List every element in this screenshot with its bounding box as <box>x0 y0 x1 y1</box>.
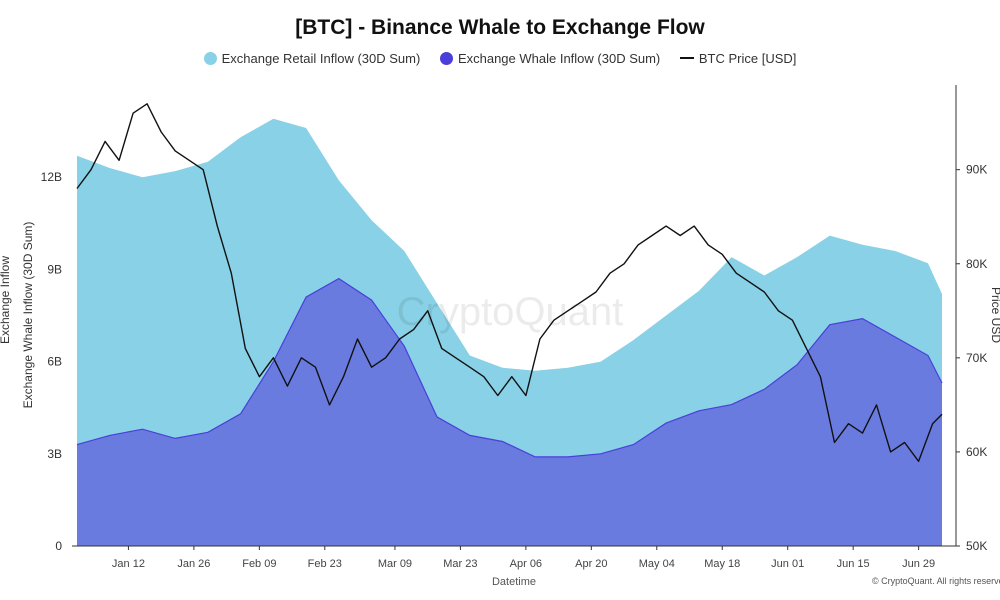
copyright-notice: © CryptoQuant. All rights reserved <box>872 576 1000 586</box>
y-right-tick-label-4: 90K <box>966 163 987 177</box>
legend-swatch-price <box>679 57 694 60</box>
x-tick-label-7: Apr 20 <box>575 558 607 570</box>
x-tick-label-2: Feb 09 <box>242 558 276 570</box>
y-left-tick-label-0: 0 <box>55 539 62 553</box>
left-axis-ticks: 0 3B 6B 9B 12B <box>41 170 63 553</box>
y-left-tick-label-1: 3B <box>47 447 62 461</box>
area-whale-inflow <box>77 278 942 546</box>
y-left-tick-label-2: 6B <box>47 355 62 369</box>
line-btc-price <box>76 103 943 462</box>
x-axis-label: Datetime <box>492 576 536 588</box>
x-tick-label-0: Jan 12 <box>112 558 145 570</box>
y-axis-label-left-outer: Exchange Inflow <box>0 256 12 344</box>
legend-item-price[interactable]: BTC Price [USD] <box>679 51 797 67</box>
price-layer <box>76 103 943 462</box>
chart-legend: Exchange Retail Inflow (30D Sum) Exchang… <box>0 50 1000 66</box>
chart-title: [BTC] - Binance Whale to Exchange Flow <box>295 16 705 39</box>
y-left-tick-label-4: 12B <box>41 170 62 184</box>
x-tick-label-4: Mar 09 <box>378 558 412 570</box>
x-tick-label-3: Feb 23 <box>308 558 342 570</box>
legend-label-retail: Exchange Retail Inflow (30D Sum) <box>221 51 421 67</box>
x-axis-ticks: Jan 12 Jan 26 Feb 09 Feb 23 Mar 09 Mar 23 Apr … <box>112 546 935 570</box>
x-tick-label-9: May 18 <box>704 558 740 570</box>
right-axis-ticks: 50K 60K 70K 80K 90K <box>956 163 987 553</box>
x-tick-label-8: May 04 <box>639 558 675 570</box>
y-right-tick-label-1: 60K <box>966 445 987 459</box>
y-right-tick-label-3: 80K <box>966 257 987 271</box>
y-axis-label-left: Exchange Whale Inflow (30D Sum) <box>21 222 35 409</box>
x-tick-label-6: Apr 06 <box>510 558 542 570</box>
x-tick-label-1: Jan 26 <box>177 558 210 570</box>
legend-label-price: BTC Price [USD] <box>698 51 797 67</box>
legend-item-retail[interactable]: Exchange Retail Inflow (30D Sum) <box>203 51 421 67</box>
watermark: CryptoQuant <box>397 290 624 334</box>
legend-label-whale: Exchange Whale Inflow (30D Sum) <box>457 51 661 67</box>
legend-item-whale[interactable]: Exchange Whale Inflow (30D Sum) <box>439 51 661 67</box>
x-tick-label-10: Jun 01 <box>771 558 804 570</box>
y-left-tick-label-3: 9B <box>47 262 62 276</box>
area-layer <box>76 118 943 547</box>
x-tick-label-5: Mar 23 <box>443 558 477 570</box>
y-right-tick-label-2: 70K <box>966 351 987 365</box>
legend-swatch-whale <box>439 52 453 66</box>
y-right-tick-label-0: 50K <box>966 539 987 553</box>
legend-swatch-retail <box>203 52 217 66</box>
y-axis-label-right: Price USD <box>989 287 1000 343</box>
x-tick-label-12: Jun 29 <box>902 558 935 570</box>
x-tick-label-11: Jun 15 <box>837 558 870 570</box>
area-whale-inflow-edge <box>76 277 943 458</box>
